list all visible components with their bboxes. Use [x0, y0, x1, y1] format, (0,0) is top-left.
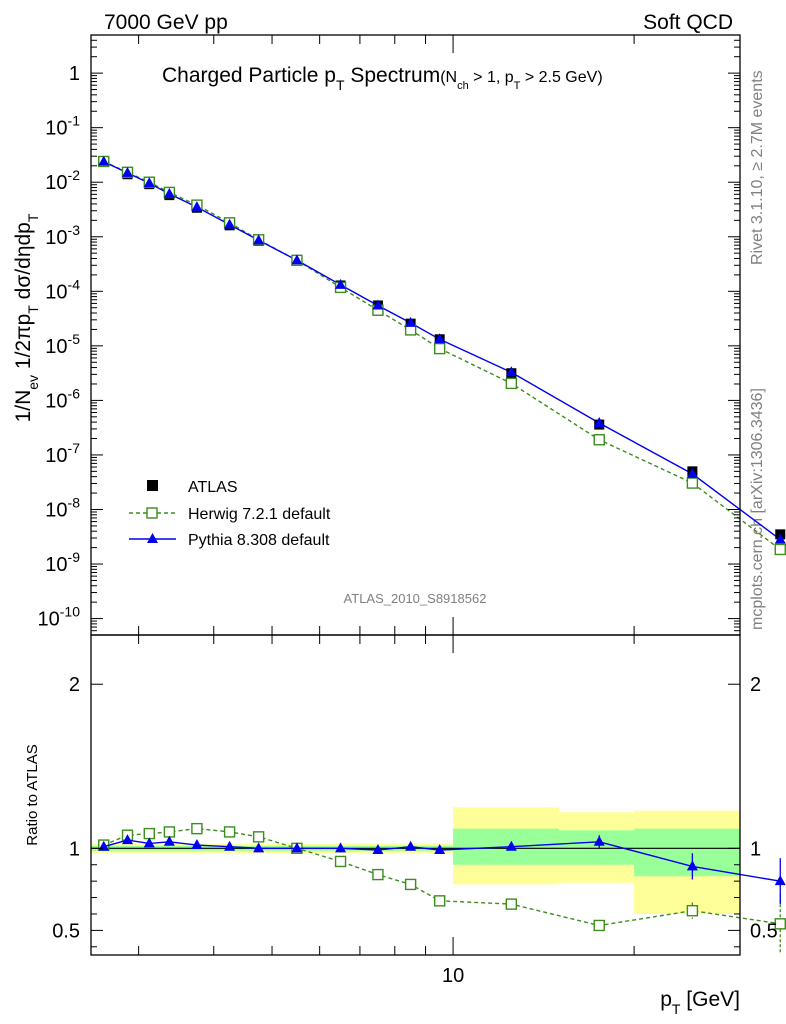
side-label-mcplots: mcplots.cern.ch [arXiv:1306.3436]: [749, 388, 766, 630]
herwig-ratio-point: [163, 826, 176, 838]
pythia-ratio-point: [224, 840, 236, 851]
main-x-ticks: [138, 35, 741, 635]
pythia-ratio-line: [103, 839, 781, 882]
herwig-ratio-point: [505, 898, 518, 910]
pythia-ratio-point: [291, 842, 303, 853]
y-tick-label: 1: [69, 63, 80, 85]
side-label-rivet: Rivet 3.1.10, ≥ 2.7M events: [749, 70, 766, 265]
pythia-point: [434, 333, 446, 344]
y-tick-label: 10-4: [45, 276, 80, 303]
uncertainty-band-inner: [634, 828, 740, 877]
herwig-point: [774, 543, 786, 556]
ratio-x-ticks: [138, 635, 741, 955]
pythia-ratio-point: [163, 835, 175, 846]
ratio-plot-content: [91, 807, 786, 954]
legend: ATLAS Herwig 7.2.1 default Pythia 8.308 …: [129, 479, 331, 549]
pythia-point: [291, 254, 303, 265]
herwig-point: [505, 377, 518, 390]
ratio-y-tick-label-left: 2: [69, 674, 80, 696]
ratio-y-axis-title: Ratio to ATLAS: [24, 744, 41, 845]
main-y-ticks: [91, 34, 740, 632]
herwig-ratio-point: [433, 895, 446, 907]
herwig-ratio-point: [593, 919, 605, 932]
legend-pythia-marker: [147, 533, 158, 543]
pythia-ratio-point: [143, 837, 155, 848]
pythia-point: [163, 187, 175, 198]
pythia-point: [372, 299, 384, 310]
herwig-ratio-point: [686, 904, 699, 917]
legend-herwig-label: Herwig 7.2.1 default: [188, 506, 331, 523]
y-tick-label: 10-3: [45, 222, 80, 249]
pythia-ratio-point: [253, 842, 265, 853]
pythia-point: [191, 201, 203, 212]
herwig-ratio-line: [103, 827, 781, 927]
pythia-point: [143, 177, 155, 188]
analysis-watermark: ATLAS_2010_S8918562: [344, 591, 487, 606]
ratio-y-tick-label-right: 2: [750, 674, 761, 696]
pythia-point: [253, 234, 265, 245]
main-panel: 10-10 10-9 10-8 10-7 10-6 10-5 10-4 10-3 10-2 10-…: [12, 34, 786, 636]
main-y-tick-labels: 10-10 10-9 10-8 10-7 10-6 10-5 10-4 10-3 10-2 10-…: [38, 63, 81, 630]
legend-pythia-label: Pythia 8.308 default: [188, 532, 330, 549]
y-tick-label: 10-6: [45, 385, 80, 412]
ratio-panel: 0.5 0.5 1 1 2 2 10 Ratio to ATLAS pT [GeV]: [24, 634, 786, 1017]
ratio-y-tick-labels: 0.5 0.5 1 1 2 2: [52, 674, 778, 942]
y-tick-label: 10-2: [45, 167, 80, 194]
herwig-ratio-point: [223, 826, 236, 838]
y-tick-label: 10-9: [45, 549, 80, 576]
pythia-ratio-point: [593, 835, 605, 846]
herwig-ratio-point: [143, 827, 155, 840]
pythia-point: [505, 366, 517, 377]
pythia-line: [103, 161, 781, 541]
pythia-point: [224, 218, 236, 229]
ratio-frame: [90, 634, 741, 956]
ratio-y-tick-label-left: 0.5: [52, 920, 80, 942]
pythia-ratio-point: [405, 840, 417, 851]
ratio-y-tick-label-left: 1: [69, 838, 80, 860]
legend-herwig-marker: [146, 507, 158, 519]
chart-title: Charged Particle pT Spectrum(Nch > 1, pT…: [162, 64, 603, 93]
legend-atlas-label: ATLAS: [188, 479, 238, 496]
header-right: Soft QCD: [643, 11, 733, 34]
main-plot-content: [98, 155, 786, 556]
pythia-point: [405, 316, 417, 327]
pythia-ratio-point: [191, 839, 203, 850]
herwig-ratio-point: [372, 868, 384, 881]
main-y-axis-title: 1/Nev 1/2πpT dσ/dηdpT: [12, 213, 41, 422]
herwig-ratio-point: [404, 878, 417, 891]
herwig-ratio-point: [334, 855, 347, 868]
pythia-ratio-point: [505, 840, 517, 851]
herwig-point: [593, 434, 605, 446]
ratio-y-ticks: [91, 683, 740, 948]
pythia-point: [774, 533, 786, 544]
ratio-y-tick-label-right: 0.5: [750, 920, 778, 942]
pythia-ratio-point: [434, 843, 446, 854]
y-tick-label: 10-7: [45, 440, 80, 467]
x-tick-label-10: 10: [442, 965, 464, 987]
pythia-ratio-point: [122, 834, 134, 845]
x-axis-title: pT [GeV]: [660, 988, 740, 1017]
herwig-ratio-point: [191, 822, 203, 835]
y-tick-label: 10-5: [45, 331, 80, 358]
pythia-ratio-point: [686, 860, 698, 871]
header-left: 7000 GeV pp: [104, 11, 228, 34]
y-tick-label: 10-10: [38, 604, 81, 631]
ratio-y-tick-label-right: 1: [750, 838, 761, 860]
pythia-ratio-point: [335, 842, 347, 853]
y-tick-label: 10-1: [45, 113, 80, 140]
herwig-point: [433, 342, 446, 355]
herwig-ratio-point: [252, 831, 265, 843]
pythia-point: [98, 155, 110, 166]
pythia-point: [122, 166, 134, 177]
pythia-ratio-point: [774, 875, 786, 886]
herwig-point: [686, 477, 699, 489]
herwig-ratio-point: [774, 918, 786, 930]
pythia-ratio-point: [372, 843, 384, 854]
y-tick-label: 10-8: [45, 494, 80, 521]
pythia-point: [686, 467, 698, 478]
legend-atlas-marker: [147, 480, 158, 491]
pythia-point: [593, 417, 605, 428]
pythia-point: [335, 278, 347, 289]
